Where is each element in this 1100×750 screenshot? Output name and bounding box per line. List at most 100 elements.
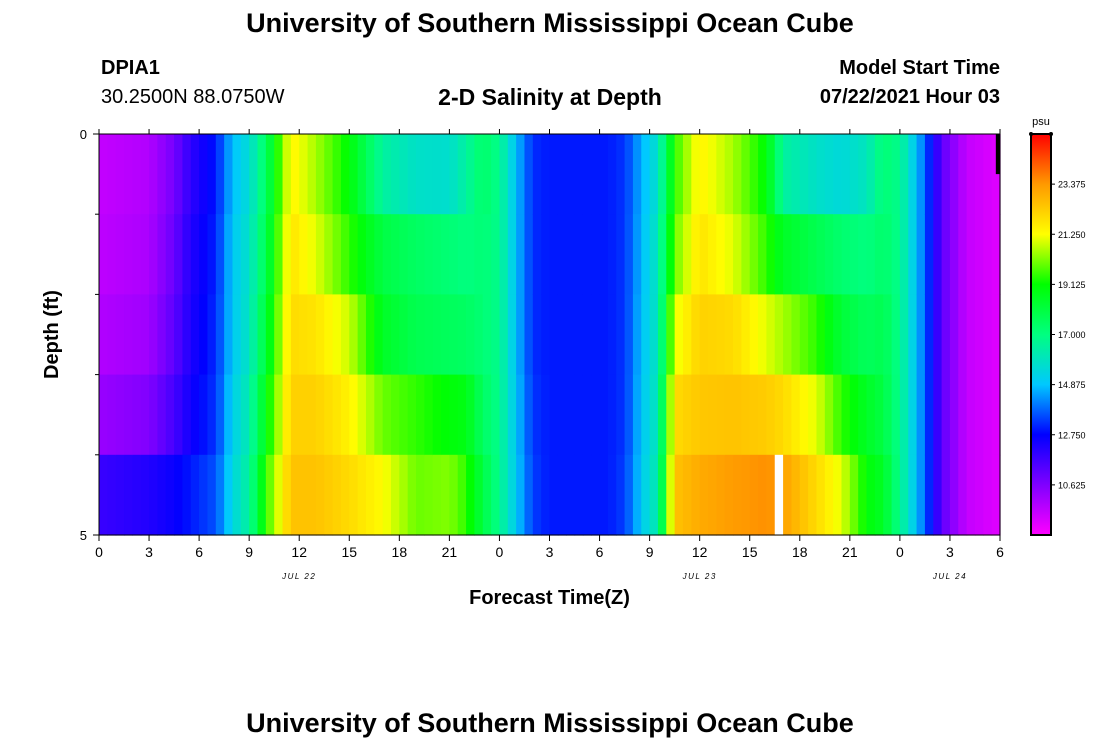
heatmap-cell (240, 214, 250, 295)
heatmap-cell (599, 134, 609, 215)
heatmap-cell (824, 214, 834, 295)
colorbar-tick-label: 17.000 (1058, 330, 1086, 340)
heatmap-cell (349, 134, 359, 215)
heatmap-cell (783, 454, 793, 536)
heatmap-cell (115, 134, 125, 215)
heatmap-cell (365, 134, 375, 215)
heatmap-cell (949, 454, 959, 536)
heatmap-cell (616, 294, 626, 376)
heatmap-cell (833, 294, 843, 376)
heatmap-cell (174, 294, 184, 376)
heatmap-cell (157, 214, 167, 295)
heatmap-cell (332, 214, 342, 295)
colorbar-tick-label: 12.750 (1058, 430, 1086, 440)
heatmap-cell (682, 134, 692, 215)
heatmap-cell (516, 374, 526, 456)
heatmap-cell (933, 214, 943, 295)
heatmap-cell (449, 214, 459, 295)
heatmap-cell (124, 374, 133, 456)
heatmap-cell (566, 374, 576, 456)
heatmap-cell (290, 214, 300, 295)
y-tick-label: 5 (80, 528, 87, 543)
heatmap-cell (324, 374, 334, 456)
heatmap-cell (766, 294, 776, 376)
heatmap-cell (958, 374, 968, 456)
heatmap-cell (949, 374, 959, 456)
heatmap-cell (724, 454, 734, 536)
heatmap-cell (332, 294, 342, 376)
heatmap-cell (891, 214, 901, 295)
heatmap-cell (891, 454, 901, 536)
heatmap-cell (207, 214, 217, 295)
heatmap-cell (849, 214, 859, 295)
heatmap-cell (349, 214, 359, 295)
heatmap-cell (115, 214, 125, 295)
heatmap-cell (340, 374, 350, 456)
colorbar-scale (1030, 133, 1052, 536)
heatmap-cell (374, 454, 384, 536)
heatmap-cell (574, 214, 584, 295)
heatmap-cell (708, 214, 717, 295)
heatmap-cell (682, 454, 692, 536)
heatmap-cell (340, 294, 350, 376)
heatmap-cell (591, 454, 601, 536)
heatmap-cell (808, 294, 818, 376)
heatmap-cell (666, 134, 676, 215)
heatmap-cell (499, 214, 509, 295)
heatmap-cell (532, 134, 542, 215)
heatmap-cell (382, 214, 392, 295)
heatmap-cell (182, 294, 192, 376)
heatmap-cell (365, 374, 375, 456)
heatmap-cell (816, 214, 826, 295)
heatmap-cell (265, 454, 275, 536)
heatmap-cell (390, 214, 400, 295)
heatmap-cell (716, 294, 726, 376)
heatmap-cell (791, 454, 801, 536)
heatmap-cell (733, 214, 742, 295)
heatmap-cell (874, 214, 884, 295)
heatmap-cell (799, 214, 809, 295)
heatmap-cell (115, 374, 125, 456)
heatmap-cell (866, 134, 876, 215)
heatmap-cell (574, 294, 584, 376)
heatmap-cell (132, 374, 142, 456)
heatmap-cell (382, 294, 392, 376)
heatmap-cell (124, 214, 133, 295)
heatmap-cell (983, 374, 993, 456)
heatmap-cell (791, 134, 801, 215)
heatmap-cell (874, 454, 884, 536)
heatmap-cell (741, 454, 751, 536)
heatmap-cell (966, 214, 976, 295)
heatmap-cell (624, 454, 634, 536)
heatmap-cell (482, 454, 492, 536)
heatmap-cell (115, 294, 125, 376)
heatmap-cell (549, 134, 559, 215)
heatmap-cell (457, 214, 467, 295)
heatmap-cell (941, 294, 951, 376)
x-axis-label: Forecast Time(Z) (469, 587, 630, 609)
heatmap-cell (874, 374, 884, 456)
heatmap-cell (582, 294, 592, 376)
heatmap-cell (632, 454, 642, 536)
heatmap-cell (991, 214, 1001, 295)
heatmap-cell (974, 214, 984, 295)
heatmap-cell (983, 214, 993, 295)
heatmap-cell (899, 214, 909, 295)
heatmap-cell (841, 454, 851, 536)
heatmap-cell (416, 294, 425, 376)
y-axis-label: Depth (ft) (41, 290, 63, 379)
heatmap-cell (724, 214, 734, 295)
heatmap-cell (716, 374, 726, 456)
heatmap-cell (824, 374, 834, 456)
heatmap-cell (841, 294, 851, 376)
heatmap-cell (708, 134, 717, 215)
heatmap-cell (132, 134, 142, 215)
heatmap-cell (232, 134, 242, 215)
heatmap-cell (924, 214, 934, 295)
x-tick-label: 15 (742, 544, 758, 560)
heatmap-cell (766, 374, 776, 456)
heatmap-cell (315, 454, 325, 536)
x-tick-label: 9 (646, 544, 654, 560)
x-date-label: JUL 23 (682, 572, 717, 581)
heatmap-cell (215, 454, 225, 536)
